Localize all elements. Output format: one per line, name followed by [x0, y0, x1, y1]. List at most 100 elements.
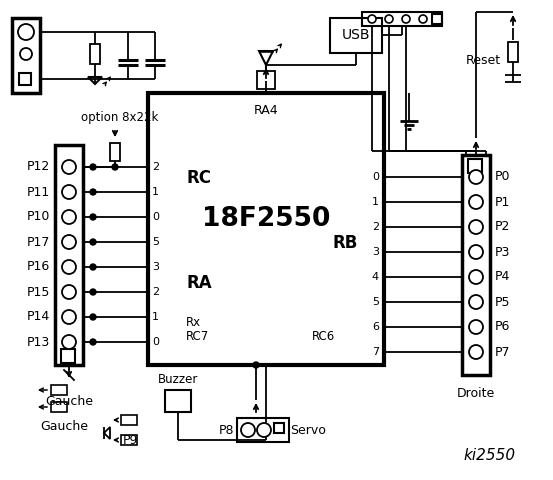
- Circle shape: [62, 160, 76, 174]
- Text: P17: P17: [27, 236, 50, 249]
- Text: P13: P13: [27, 336, 50, 348]
- Circle shape: [90, 214, 96, 220]
- Circle shape: [368, 15, 376, 23]
- Text: RC: RC: [186, 169, 211, 187]
- Circle shape: [385, 15, 393, 23]
- Circle shape: [62, 335, 76, 349]
- Text: P12: P12: [27, 160, 50, 173]
- Text: RB: RB: [332, 234, 357, 252]
- Text: 1: 1: [152, 187, 159, 197]
- Text: Gauche: Gauche: [45, 395, 93, 408]
- Text: 7: 7: [372, 347, 379, 357]
- Text: P9: P9: [122, 433, 138, 446]
- Circle shape: [20, 48, 32, 60]
- Circle shape: [469, 220, 483, 234]
- Bar: [330, 18, 382, 53]
- Text: RA4: RA4: [254, 105, 278, 118]
- Circle shape: [419, 15, 427, 23]
- Circle shape: [469, 195, 483, 209]
- Circle shape: [469, 270, 483, 284]
- Text: 3: 3: [372, 247, 379, 257]
- Text: P6: P6: [495, 321, 510, 334]
- Circle shape: [90, 289, 96, 295]
- Bar: [110, 143, 120, 161]
- Bar: [165, 390, 191, 412]
- Circle shape: [18, 24, 34, 40]
- Text: 2: 2: [372, 222, 379, 232]
- Text: 18F2550: 18F2550: [202, 206, 330, 232]
- Text: P2: P2: [495, 220, 510, 233]
- Text: 5: 5: [152, 237, 159, 247]
- Bar: [274, 423, 284, 433]
- Circle shape: [90, 189, 96, 195]
- Bar: [462, 155, 490, 375]
- Text: P11: P11: [27, 185, 50, 199]
- Circle shape: [90, 314, 96, 320]
- Text: P14: P14: [27, 311, 50, 324]
- Text: P15: P15: [27, 286, 50, 299]
- Circle shape: [257, 423, 271, 437]
- Bar: [508, 42, 518, 62]
- Circle shape: [90, 164, 96, 170]
- Text: 0: 0: [152, 337, 159, 347]
- Bar: [121, 435, 137, 445]
- Text: 1: 1: [152, 312, 159, 322]
- Circle shape: [62, 285, 76, 299]
- Circle shape: [469, 170, 483, 184]
- Circle shape: [62, 260, 76, 274]
- Text: 1: 1: [372, 197, 379, 207]
- Text: P1: P1: [495, 195, 510, 208]
- Circle shape: [241, 423, 255, 437]
- Bar: [148, 93, 384, 365]
- Text: Gauche: Gauche: [40, 420, 88, 433]
- Text: 5: 5: [372, 297, 379, 307]
- Circle shape: [90, 239, 96, 245]
- Bar: [51, 402, 67, 412]
- Circle shape: [112, 164, 118, 170]
- Text: 6: 6: [372, 322, 379, 332]
- Text: RC7: RC7: [186, 331, 209, 344]
- Text: Reset: Reset: [466, 53, 501, 67]
- Bar: [55, 145, 83, 365]
- Circle shape: [62, 310, 76, 324]
- Bar: [61, 349, 75, 363]
- Bar: [257, 71, 275, 89]
- Text: Servo: Servo: [290, 423, 326, 436]
- Circle shape: [469, 320, 483, 334]
- Text: P7: P7: [495, 346, 510, 359]
- Circle shape: [469, 295, 483, 309]
- Bar: [362, 12, 442, 26]
- Text: Rx: Rx: [186, 316, 201, 329]
- Text: P4: P4: [495, 271, 510, 284]
- Text: 2: 2: [152, 287, 159, 297]
- Text: P0: P0: [495, 170, 510, 183]
- Bar: [432, 14, 442, 24]
- Bar: [19, 73, 31, 85]
- Circle shape: [253, 362, 259, 368]
- Circle shape: [469, 345, 483, 359]
- Text: P5: P5: [495, 296, 510, 309]
- Text: RA: RA: [186, 274, 212, 292]
- Text: RC6: RC6: [312, 331, 335, 344]
- Bar: [51, 385, 67, 395]
- Circle shape: [62, 235, 76, 249]
- Circle shape: [402, 15, 410, 23]
- Bar: [12, 18, 40, 93]
- Text: Droite: Droite: [457, 387, 495, 400]
- Text: USB: USB: [342, 28, 371, 42]
- Text: option 8x22k: option 8x22k: [81, 111, 159, 124]
- Bar: [237, 418, 289, 442]
- Text: 0: 0: [372, 172, 379, 182]
- Circle shape: [469, 245, 483, 259]
- Bar: [121, 415, 137, 425]
- Circle shape: [62, 185, 76, 199]
- Text: 2: 2: [152, 162, 159, 172]
- Text: P3: P3: [495, 245, 510, 259]
- Text: Buzzer: Buzzer: [158, 373, 198, 386]
- Bar: [468, 159, 482, 173]
- Text: P10: P10: [27, 211, 50, 224]
- Bar: [90, 44, 100, 64]
- Text: P16: P16: [27, 261, 50, 274]
- Circle shape: [90, 264, 96, 270]
- Text: 0: 0: [152, 212, 159, 222]
